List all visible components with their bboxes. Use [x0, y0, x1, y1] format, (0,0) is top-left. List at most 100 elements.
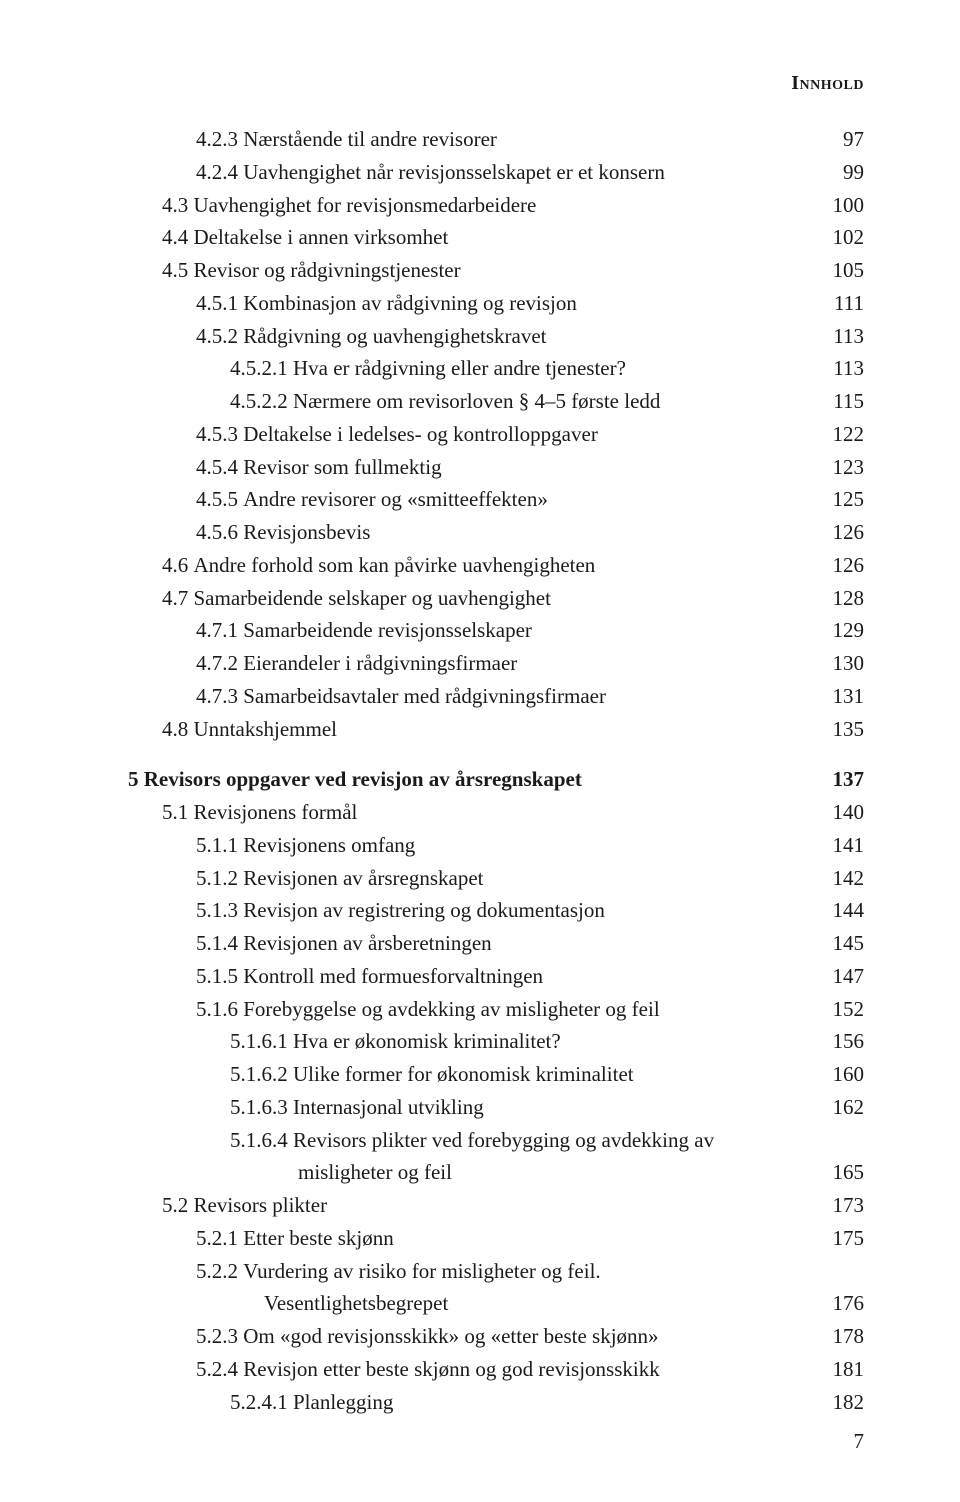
toc-entry-label: Forebyggelse og avdekking av misligheter…	[243, 993, 659, 1026]
toc-entry: 4.2.3 Nærstående til andre revisorer97	[128, 123, 864, 156]
toc-entry: 4.5.2.2 Nærmere om revisorloven § 4–5 fø…	[128, 385, 864, 418]
toc-entry: 5.1.5 Kontroll med formuesforvaltningen 1…	[128, 960, 864, 993]
toc-entry: 5.2 Revisors plikter173	[128, 1189, 864, 1222]
toc-entry-page: 178	[816, 1320, 864, 1353]
toc-entry: 5.1.3 Revisjon av registrering og dokume…	[128, 894, 864, 927]
toc-entry-number: 4.2.3	[196, 123, 243, 156]
toc-entry: 5.1.6.4 Revisors plikter ved forebygging…	[128, 1124, 864, 1157]
toc-entry-page: 160	[816, 1058, 864, 1091]
toc-entry-label: Ulike former for økonomisk kriminalitet	[293, 1058, 634, 1091]
toc-entry-number: 4.3	[162, 189, 194, 222]
toc-entry-label: Andre revisorer og «smitteeffekten»	[243, 483, 548, 516]
toc-entry-number: 5.2.2	[196, 1255, 243, 1288]
toc-entry: 4.7.3 Samarbeidsavtaler med rådgivningsf…	[128, 680, 864, 713]
toc-entry: 4.3 Uavhengighet for revisjonsmedarbeide…	[128, 189, 864, 222]
toc-entry-label: Kontroll med formuesforvaltningen	[243, 960, 543, 993]
toc-entry-label: Kombinasjon av rådgivning og revisjon	[243, 287, 577, 320]
toc-entry: 4.5.3 Deltakelse i ledelses- og kontroll…	[128, 418, 864, 451]
toc-entry-label: Planlegging	[293, 1386, 393, 1419]
toc-entry: 5 Revisors oppgaver ved revisjon av årsr…	[128, 763, 864, 796]
toc-entry-page: 165	[816, 1156, 864, 1189]
table-of-contents: 4.2.3 Nærstående til andre revisorer974.…	[128, 123, 864, 1418]
toc-entry: 4.5 Revisor og rådgivningstjenester105	[128, 254, 864, 287]
toc-entry: 5.1.2 Revisjonen av årsregnskapet142	[128, 862, 864, 895]
toc-entry: 5.1.6.1 Hva er økonomisk kriminalitet?15…	[128, 1025, 864, 1058]
toc-entry: Vesentlighetsbegrepet 176	[128, 1287, 864, 1320]
toc-entry-number: 5.1.1	[196, 829, 243, 862]
toc-entry: 4.5.1 Kombinasjon av rådgivning og revis…	[128, 287, 864, 320]
toc-entry-number: 5.2	[162, 1189, 194, 1222]
toc-entry-page: 113	[816, 320, 864, 353]
toc-entry-page: 130	[816, 647, 864, 680]
toc-entry-page: 128	[816, 582, 864, 615]
toc-entry-label: Uavhengighet når revisjonsselskapet er e…	[243, 156, 665, 189]
toc-entry-page: 125	[816, 483, 864, 516]
toc-entry-label: Samarbeidende selskaper og uavhengighet	[194, 582, 551, 615]
toc-entry-label: Revisors plikter ved forebygging og avde…	[293, 1124, 714, 1157]
toc-entry-label: Deltakelse i ledelses- og kontrolloppgav…	[243, 418, 598, 451]
toc-entry-page: 147	[816, 960, 864, 993]
toc-entry-number: 5.1.3	[196, 894, 243, 927]
toc-entry-number: 4.2.4	[196, 156, 243, 189]
toc-entry-label: misligheter og feil	[298, 1156, 452, 1189]
toc-entry-page: 99	[816, 156, 864, 189]
toc-entry-number: 4.6	[162, 549, 194, 582]
toc-entry: 4.8 Unntakshjemmel135	[128, 713, 864, 746]
toc-entry-number: 4.5.5	[196, 483, 243, 516]
toc-entry-label: Nærmere om revisorloven § 4–5 første led…	[293, 385, 660, 418]
toc-entry-number: 4.5.3	[196, 418, 243, 451]
toc-entry-label: Vesentlighetsbegrepet	[264, 1287, 448, 1320]
toc-entry-number: 4.7.3	[196, 680, 243, 713]
toc-entry: 5.1.1 Revisjonens omfang141	[128, 829, 864, 862]
toc-entry-number: 4.5.6	[196, 516, 243, 549]
toc-entry-label: Revisors oppgaver ved revisjon av årsreg…	[144, 763, 582, 796]
toc-entry-label: Vurdering av risiko for misligheter og f…	[243, 1255, 600, 1288]
toc-entry-number: 4.8	[162, 713, 194, 746]
toc-entry: 5.1 Revisjonens formål140	[128, 796, 864, 829]
toc-entry-label: Internasjonal utvikling	[293, 1091, 484, 1124]
toc-entry-number: 5.1.6	[196, 993, 243, 1026]
page-container: Innhold 4.2.3 Nærstående til andre revis…	[0, 0, 960, 1478]
toc-entry-page: 113	[816, 352, 864, 385]
toc-entry-page: 181	[816, 1353, 864, 1386]
toc-entry-page: 152	[816, 993, 864, 1026]
toc-entry-label: Hva er økonomisk kriminalitet?	[293, 1025, 561, 1058]
toc-entry-number: 4.7.1	[196, 614, 243, 647]
toc-entry: 4.6 Andre forhold som kan påvirke uavhen…	[128, 549, 864, 582]
toc-entry-page: 102	[816, 221, 864, 254]
toc-entry: misligheter og feil 165	[128, 1156, 864, 1189]
toc-entry: 4.7.2 Eierandeler i rådgivningsfirmaer13…	[128, 647, 864, 680]
toc-entry-number: 5.1	[162, 796, 194, 829]
toc-entry-label: Deltakelse i annen virksomhet	[194, 221, 449, 254]
toc-entry-number: 5.2.1	[196, 1222, 243, 1255]
toc-entry-number: 4.5.1	[196, 287, 243, 320]
toc-entry-number: 5.1.5	[196, 960, 243, 993]
toc-entry-number: 4.5.4	[196, 451, 243, 484]
toc-entry-label: Eierandeler i rådgivningsfirmaer	[243, 647, 517, 680]
toc-entry: 5.1.6.2 Ulike former for økonomisk krimi…	[128, 1058, 864, 1091]
toc-entry-page: 126	[816, 549, 864, 582]
toc-entry-number: 5.1.6.4	[230, 1124, 293, 1157]
toc-entry-label: Uavhengighet for revisjonsmedarbeidere	[194, 189, 537, 222]
toc-entry-label: Revisjonens omfang	[243, 829, 415, 862]
page-number: 7	[854, 1429, 865, 1454]
toc-entry: 5.2.2 Vurdering av risiko for mislighete…	[128, 1255, 864, 1288]
toc-entry-label: Revisjon etter beste skjønn og god revis…	[243, 1353, 659, 1386]
toc-entry-label: Hva er rådgivning eller andre tjenester?	[293, 352, 626, 385]
toc-entry-number: 4.5.2.1	[230, 352, 293, 385]
toc-entry-page: 126	[816, 516, 864, 549]
toc-entry-label: Revisor og rådgivningstjenester	[194, 254, 461, 287]
toc-entry-page: 100	[816, 189, 864, 222]
toc-entry-page: 176	[816, 1287, 864, 1320]
toc-entry-label: Samarbeidende revisjonsselskaper	[243, 614, 532, 647]
toc-entry-label: Samarbeidsavtaler med rådgivningsfirmaer	[243, 680, 606, 713]
toc-entry-page: 140	[816, 796, 864, 829]
toc-entry: 5.1.4 Revisjonen av årsberetningen145	[128, 927, 864, 960]
toc-entry-number: 4.5	[162, 254, 194, 287]
toc-entry-page: 129	[816, 614, 864, 647]
toc-entry: 4.5.2.1 Hva er rådgivning eller andre tj…	[128, 352, 864, 385]
toc-entry-number: 4.7	[162, 582, 194, 615]
toc-entry-page: 162	[816, 1091, 864, 1124]
toc-entry-number: 4.5.2.2	[230, 385, 293, 418]
toc-entry-page: 182	[816, 1386, 864, 1419]
